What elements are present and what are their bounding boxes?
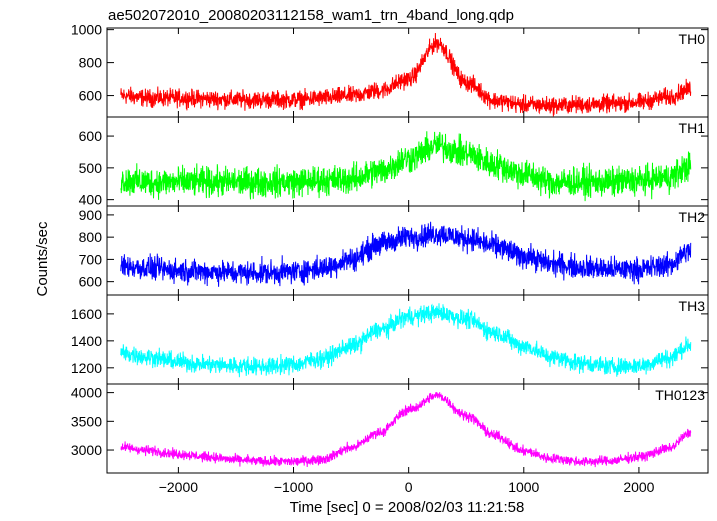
y-tick-label: 600 [79, 274, 103, 290]
panel-th0123: 3000 3500 4000 TH0123 [71, 383, 709, 474]
panel-frame [106, 383, 709, 474]
x-tick-label: −1000 [274, 479, 314, 495]
panel-label: TH3 [679, 298, 706, 314]
series-line-th1 [120, 131, 692, 202]
panel-th0: 600 800 1000 TH0 [71, 22, 709, 118]
chart-title: ae502072010_20080203112158_wam1_trn_4ban… [108, 7, 514, 24]
x-tick-label: 2000 [623, 479, 654, 495]
series-line-th3 [120, 303, 692, 378]
y-tick-label: 800 [79, 55, 103, 71]
y-tick-label: 4000 [71, 385, 102, 401]
panel-frame [106, 205, 709, 296]
y-tick-label: 3000 [71, 442, 102, 458]
panel-th2: 600 700 800 900 TH2 [79, 205, 709, 296]
y-tick-label: 500 [79, 160, 103, 176]
y-tick-label: 800 [79, 229, 103, 245]
y-tick-label: 1600 [71, 306, 102, 322]
y-tick-label: 900 [79, 207, 103, 223]
panel-th1: 400 500 600 TH1 [79, 116, 709, 208]
x-axis-label: Time [sec] 0 = 2008/02/03 11:21:58 [290, 499, 525, 516]
y-tick-label: 600 [79, 128, 103, 144]
panel-label: TH0123 [655, 387, 705, 403]
panel-label: TH0 [679, 31, 706, 47]
series-line-th0123 [120, 391, 692, 468]
y-tick-label: 3500 [71, 413, 102, 429]
x-tick-label: −2000 [159, 479, 199, 495]
panels: 600 800 1000 TH0 400 500 600 TH1 600 700 800 900 TH2… [71, 22, 709, 495]
y-tick-label: 600 [79, 88, 103, 104]
series-line-th2 [120, 221, 692, 287]
x-tick-label: 0 [405, 479, 413, 495]
y-tick-label: 1400 [71, 333, 102, 349]
series-line-th0 [120, 32, 692, 117]
y-tick-label: 400 [79, 192, 103, 208]
panel-th3: 1200 1400 1600 TH3 [71, 294, 709, 385]
y-tick-label: 1200 [71, 360, 102, 376]
y-tick-label: 1000 [71, 22, 102, 38]
y-tick-label: 700 [79, 251, 103, 267]
panel-label: TH2 [679, 209, 706, 225]
x-tick-label: 1000 [508, 479, 539, 495]
y-axis-label: Counts/sec [34, 221, 51, 297]
panel-label: TH1 [679, 120, 706, 136]
